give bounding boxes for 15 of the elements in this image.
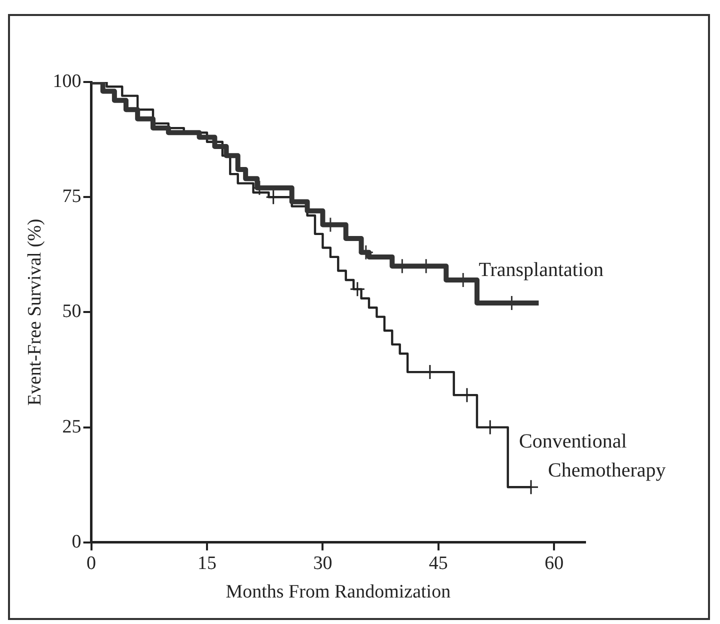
x-tick-label: 30 <box>313 552 332 574</box>
x-tick-label: 0 <box>86 552 96 574</box>
y-tick-label: 50 <box>62 301 82 322</box>
x-axis-title: Months From Randomization <box>226 582 452 603</box>
x-tick-label: 15 <box>198 552 217 574</box>
y-axis-title: Event-Free Survival (%) <box>24 218 46 406</box>
y-tick-label: 100 <box>52 70 82 92</box>
series-label: Conventional Chemotherapy <box>519 430 666 482</box>
y-tick-label: 0 <box>72 531 82 552</box>
point <box>350 281 366 297</box>
y-tick-label: 25 <box>62 416 82 438</box>
y-tick-label: 75 <box>62 186 82 208</box>
x-tick-label: 45 <box>428 552 448 574</box>
x-tick-label: 60 <box>544 552 564 574</box>
series-label: Transplantation <box>478 259 604 282</box>
